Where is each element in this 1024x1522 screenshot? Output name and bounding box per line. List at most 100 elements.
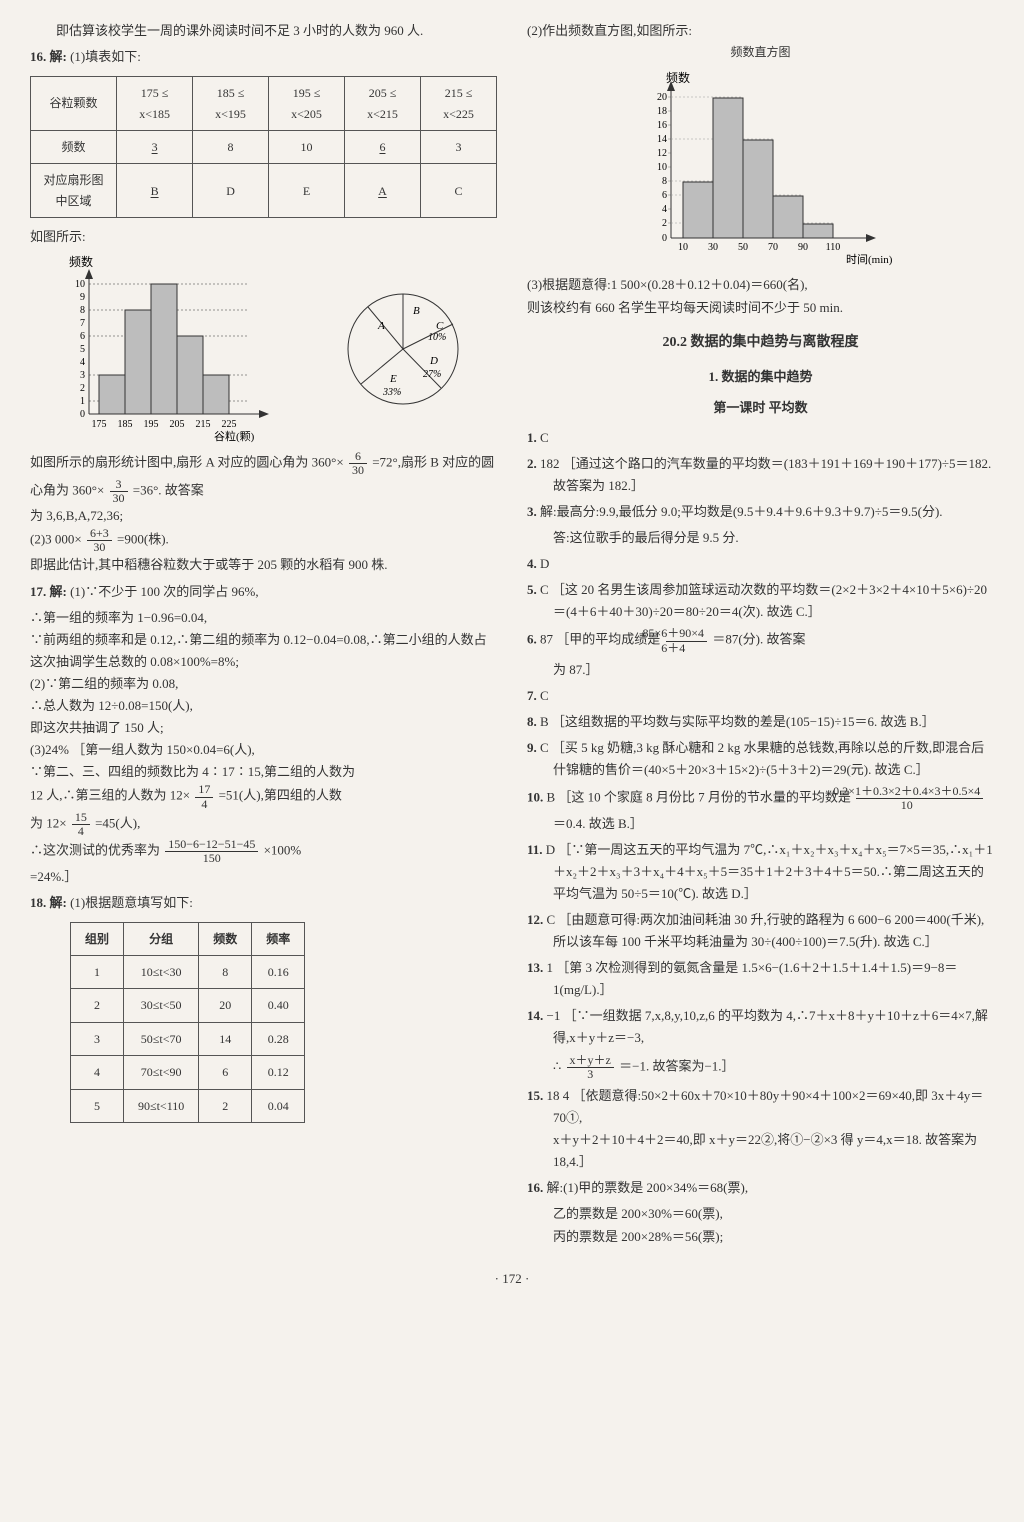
svg-text:4: 4 [80,357,85,368]
q18-part3: (3)根据题意得:1 500×(0.28＋0.12＋0.04)＝660(名), [527,274,994,296]
r-q16: 16. 解:(1)甲的票数是 200×34%＝68(票), [527,1177,994,1199]
svg-text:5: 5 [80,344,85,355]
r-q14: 14. −1 ［∵一组数据 7,x,8,y,10,z,6 的平均数为 4,∴7＋… [527,1005,994,1049]
svg-text:185: 185 [118,419,133,430]
histogram: 频数 0 246 81012 141618 20 [621,68,901,268]
svg-text:70: 70 [768,242,778,253]
bar-chart: 频数 0 1 2 3 4 5 6 7 8 9 10 [49,254,279,444]
svg-text:2: 2 [80,383,85,394]
section-1: 1. 数据的集中趋势 [527,366,994,388]
sector-label: 对应扇形图中区域 [31,164,117,218]
charts-row: 频数 0 1 2 3 4 5 6 7 8 9 10 [30,248,497,450]
freq-5: 3 [420,130,496,163]
q17-l1: ∴第一组的频率为 1−0.96=0.04, [30,607,497,629]
r-q2: 2. 182 ［通过这个路口的汽车数量的平均数＝(183＋191＋169＋190… [527,453,994,497]
histo-title: 频数直方图 [527,42,994,62]
pie-chart: A B C 10% D 27% E 33% [328,274,478,424]
q17-frac6: ∴这次测试的优秀率为 150−6−12−51−45150 ×100% [30,838,497,865]
chart-intro: 如图所示: [30,226,497,248]
q17-frac4: 12 人,∴第三组的人数为 12× 174 =51(人),第四组的人数 [30,783,497,810]
q16-text1d: 为 3,6,B,A,72,36; [30,505,497,527]
svg-text:D: D [429,355,438,367]
svg-text:频数: 频数 [69,254,93,269]
svg-text:14: 14 [657,134,667,145]
q17-frac5: 为 12× 154 =45(人), [30,811,497,838]
q17-end: =24%.］ [30,866,497,888]
svg-text:1: 1 [80,396,85,407]
svg-text:215: 215 [196,419,211,430]
q17-l2: ∵前两组的频率和是 0.12,∴第二组的频率为 0.12−0.04=0.08,∴… [30,629,497,673]
svg-text:9: 9 [80,292,85,303]
svg-text:175: 175 [92,419,107,430]
freq-1: 3 [117,130,193,163]
svg-text:B: B [413,305,420,317]
svg-text:E: E [389,373,397,385]
r-q3b: 答:这位歌手的最后得分是 9.5 分. [527,527,994,549]
q18-part2: (2)作出频数直方图,如图所示: [527,20,994,42]
r-q9: 9. C ［买 5 kg 奶糖,3 kg 酥心糖和 2 kg 水果糖的总钱数,再… [527,737,994,781]
r-q16c: 丙的票数是 200×28%＝56(票); [527,1226,994,1248]
q17: 17. 解: (1)∵不少于 100 次的同学占 96%, [30,581,497,603]
q16-text2: (2)3 000× 6+330 =900(株). [30,527,497,554]
svg-text:90: 90 [798,242,808,253]
svg-text:3: 3 [80,370,85,381]
r-q10: 10. B ［这 10 个家庭 8 月份比 7 月份的节水量的平均数是 0.2×… [527,785,994,834]
r-q13: 13. 1 ［第 3 次检测得到的氨氮含量是 1.5×6−(1.6＋2＋1.5＋… [527,957,994,1001]
svg-text:A: A [377,320,385,332]
r-q8: 8. B ［这组数据的平均数与实际平均数的差是(105−15)÷15＝6. 故选… [527,711,994,733]
svg-text:4: 4 [662,204,667,215]
svg-text:6: 6 [80,331,85,342]
r-q6c: 为 87.］ [527,659,994,681]
q17-l7: ∵第二、三、四组的频数比为 4∶17∶15,第二组的人数为 [30,761,497,783]
q16-text1: 如图所示的扇形统计图中,扇形 A 对应的圆心角为 360°× 630 =72°,… [30,450,497,505]
q17-l5: 即这次共抽调了 150 人; [30,717,497,739]
q17-l4: ∴总人数为 12÷0.08=150(人), [30,695,497,717]
svg-text:27%: 27% [423,369,441,380]
r-q12: 12. C ［由题意可得:两次加油间耗油 30 升,行驶的路程为 6 600−6… [527,909,994,953]
svg-text:6: 6 [662,190,667,201]
svg-text:10: 10 [75,279,85,290]
svg-text:10: 10 [678,242,688,253]
sector-3: E [269,164,345,218]
svg-text:时间(min): 时间(min) [846,253,893,266]
svg-text:18: 18 [657,106,667,117]
r-q1: 1. C [527,427,994,449]
q16-part1: (1)填表如下: [70,49,141,64]
sector-2: D [193,164,269,218]
svg-text:195: 195 [144,419,159,430]
th-grain: 谷粒颗数 [31,77,117,131]
lesson-title: 第一课时 平均数 [527,397,994,419]
svg-text:C: C [436,320,444,332]
svg-text:110: 110 [825,242,840,253]
q18: 18. 解: (1)根据题意填写如下: [30,892,497,914]
r-q11: 11. D ［∵第一周这五天的平均气温为 7℃,∴x₁＋x₂＋x₃＋x₄＋x₅＝… [527,839,994,905]
r-q15: 15. 18 4 ［依题意得:50×2＋60x＋70×10＋80y＋90×4＋1… [527,1085,994,1173]
svg-text:16: 16 [657,120,667,131]
sector-4: A [345,164,421,218]
r-q4: 4. D [527,553,994,575]
r-q7: 7. C [527,685,994,707]
svg-text:8: 8 [80,305,85,316]
freq-3: 10 [269,130,345,163]
freq-2: 8 [193,130,269,163]
q18-part4: 则该校约有 660 名学生平均每天阅读时间不少于 50 min. [527,297,994,319]
svg-text:10: 10 [657,162,667,173]
svg-text:0: 0 [662,233,667,244]
r-q3: 3. 解:最高分:9.9,最低分 9.0;平均数是(9.5＋9.4＋9.6＋9.… [527,501,994,523]
sector-5: C [420,164,496,218]
q16-text3: 即据此估计,其中稻穗谷粒数大于或等于 205 颗的水稻有 900 株. [30,554,497,576]
section-20-2: 20.2 数据的集中趋势与离散程度 [527,331,994,355]
svg-text:谷粒(颗): 谷粒(颗) [214,429,255,443]
th-range5: 215 ≤ x<225 [420,77,496,131]
r-q5: 5. C ［这 20 名男生该周参加篮球运动次数的平均数＝(2×2＋3×2＋4×… [527,579,994,623]
table-grain: 谷粒颗数 175 ≤ x<185 185 ≤ x<195 195 ≤ x<205… [30,76,497,218]
svg-text:7: 7 [80,318,85,329]
r-q6: 6. 87 ［甲的平均成绩是 85×6＋90×46＋4 ＝87(分). 故答案 [527,627,994,654]
q17-l6: (3)24% ［第一组人数为 150×0.04=6(人), [30,739,497,761]
svg-text:0: 0 [80,409,85,420]
th-range2: 185 ≤ x<195 [193,77,269,131]
svg-text:8: 8 [662,176,667,187]
table-groups: 组别 分组 频数 频率 110≤t<3080.16 230≤t<50200.40… [70,922,305,1123]
svg-text:2: 2 [662,218,667,229]
freq-label: 频数 [31,130,117,163]
